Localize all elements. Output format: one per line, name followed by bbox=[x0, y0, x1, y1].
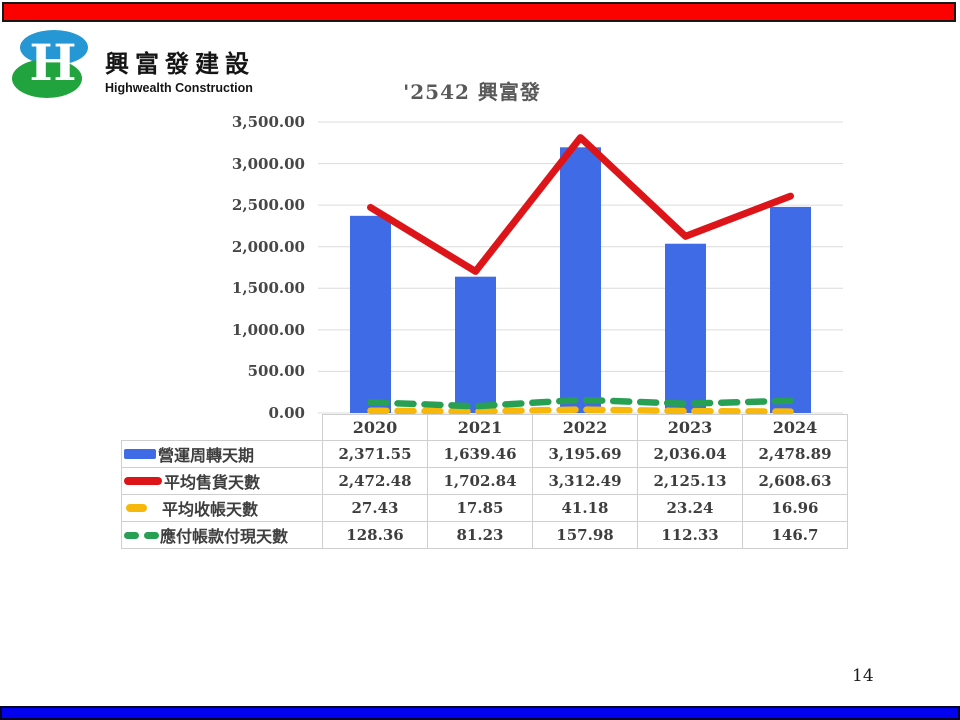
bar-2023 bbox=[665, 243, 706, 413]
table-value-cell: 27.43 bbox=[322, 494, 428, 522]
bar-2024 bbox=[770, 206, 811, 413]
y-axis-tick-label: 0.00 bbox=[268, 404, 305, 422]
table-value-cell: 146.7 bbox=[742, 521, 848, 549]
table-year-header: 2023 bbox=[637, 414, 743, 441]
table-header-row: 2020 2021 2022 2023 2024 bbox=[122, 414, 848, 441]
short-dash-icon bbox=[126, 504, 147, 512]
table-year-header: 2022 bbox=[532, 414, 638, 441]
company-name-zh: 興富發建設 bbox=[105, 51, 255, 78]
solid-line-series bbox=[367, 134, 794, 275]
table-value-cell: 157.98 bbox=[532, 521, 638, 549]
table-row: 應付帳款付現天數 128.36 81.23 157.98 112.33 146.7 bbox=[121, 521, 848, 549]
table-value-cell: 1,639.46 bbox=[427, 440, 533, 468]
table-value-cell: 2,472.48 bbox=[322, 467, 428, 495]
series-name: 平均售貨天數 bbox=[164, 473, 261, 492]
company-name-block: 興富發建設 Highwealth Construction bbox=[105, 44, 255, 95]
y-axis-tick-label: 1,000.00 bbox=[231, 320, 305, 339]
table-year-header: 2021 bbox=[427, 414, 533, 441]
top-red-banner bbox=[2, 2, 956, 22]
table-value-cell: 41.18 bbox=[532, 494, 638, 522]
data-table-wrap: 2020 2021 2022 2023 2024 營運周轉天期 2,371.55 1,639.… bbox=[121, 414, 848, 549]
bar-2021 bbox=[455, 276, 496, 413]
table-value-cell: 2,478.89 bbox=[742, 440, 848, 468]
bottom-blue-banner bbox=[0, 706, 960, 720]
chart-title: '2542 興富發 bbox=[403, 80, 541, 104]
table-value-cell: 16.96 bbox=[742, 494, 848, 522]
table-year-header: 2020 bbox=[322, 414, 428, 441]
page-number: 14 bbox=[852, 666, 874, 686]
table-value-cell: 23.24 bbox=[637, 494, 743, 522]
dash-icon bbox=[124, 531, 139, 539]
bar-2020 bbox=[350, 215, 391, 413]
table-value-cell: 128.36 bbox=[322, 521, 428, 549]
table-value-cell: 2,125.13 bbox=[637, 467, 743, 495]
y-axis-labels: 3,500.00 3,000.00 2,500.00 2,000.00 1,500.00… bbox=[215, 113, 305, 422]
series-name: 應付帳款付現天數 bbox=[160, 527, 289, 546]
bar-swatch-icon bbox=[124, 449, 156, 459]
logo-green-ellipse-icon bbox=[12, 59, 82, 98]
table-blank-cell bbox=[122, 415, 323, 441]
series-legend-cell: 平均收帳天數 bbox=[121, 494, 323, 522]
y-axis-tick-label: 2,000.00 bbox=[231, 237, 305, 256]
company-logo: H bbox=[12, 30, 102, 100]
y-axis-tick-label: 2,500.00 bbox=[231, 196, 305, 215]
table-value-cell: 112.33 bbox=[637, 521, 743, 549]
bar-2022 bbox=[560, 147, 601, 413]
series-legend-cell: 平均售貨天數 bbox=[121, 467, 323, 495]
table-value-cell: 2,371.55 bbox=[322, 440, 428, 468]
table-value-cell: 81.23 bbox=[427, 521, 533, 549]
table-value-cell: 2,608.63 bbox=[742, 467, 848, 495]
series-legend-cell: 應付帳款付現天數 bbox=[121, 521, 323, 549]
series-name: 平均收帳天數 bbox=[162, 500, 259, 519]
data-table: 2020 2021 2022 2023 2024 營運周轉天期 2,371.55 1,639.… bbox=[121, 414, 848, 549]
dashed-line-series bbox=[367, 396, 794, 410]
series-legend-cell: 營運周轉天期 bbox=[121, 440, 323, 468]
dash-icon bbox=[144, 531, 159, 539]
y-axis-tick-label: 3,000.00 bbox=[231, 154, 305, 173]
table-row: 營運周轉天期 2,371.55 1,639.46 3,195.69 2,036.04 2,… bbox=[121, 440, 848, 468]
y-axis-tick-label: 500.00 bbox=[247, 362, 305, 381]
table-value-cell: 3,195.69 bbox=[532, 440, 638, 468]
series-name: 營運周轉天期 bbox=[158, 446, 255, 465]
table-year-header: 2024 bbox=[742, 414, 848, 441]
chart-plot-area bbox=[318, 121, 843, 415]
table-value-cell: 17.85 bbox=[427, 494, 533, 522]
logo-monogram: H bbox=[29, 33, 77, 92]
table-row: 平均售貨天數 2,472.48 1,702.84 3,312.49 2,125.13 2,… bbox=[121, 467, 848, 495]
dashed-line-series bbox=[367, 406, 794, 415]
table-value-cell: 2,036.04 bbox=[637, 440, 743, 468]
y-axis-tick-label: 1,500.00 bbox=[231, 279, 305, 298]
solid-line-icon bbox=[124, 477, 162, 485]
y-axis-tick-label: 3,500.00 bbox=[231, 113, 305, 131]
table-value-cell: 3,312.49 bbox=[532, 467, 638, 495]
company-name-en: Highwealth Construction bbox=[105, 81, 253, 95]
table-value-cell: 1,702.84 bbox=[427, 467, 533, 495]
table-row: 平均收帳天數 27.43 17.85 41.18 23.24 16.96 bbox=[121, 494, 848, 522]
